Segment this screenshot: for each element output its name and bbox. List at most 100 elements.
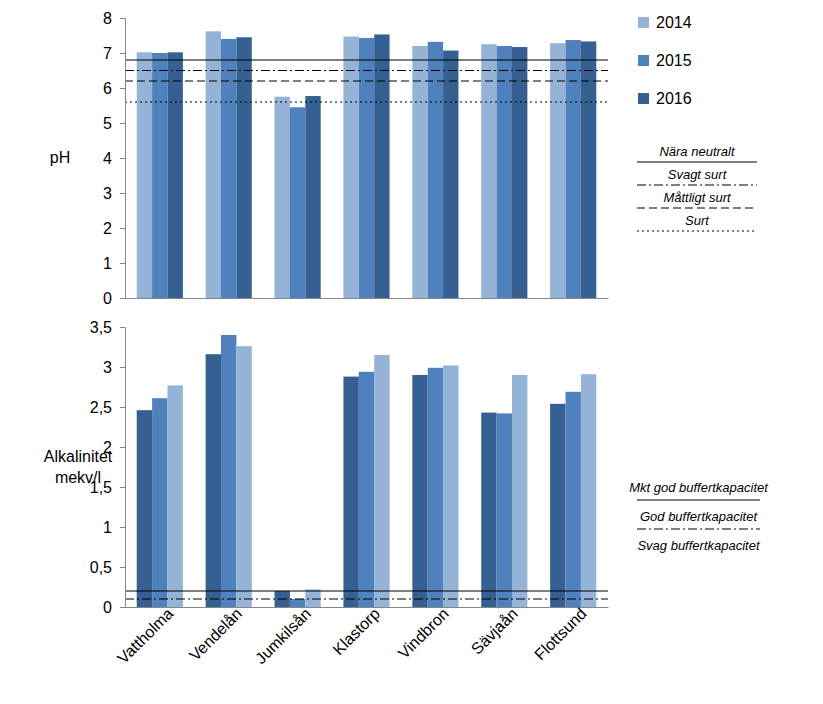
tick: Flottsund [531, 605, 590, 664]
legend-swatch [638, 17, 649, 28]
bar [343, 37, 358, 298]
bar [343, 377, 358, 607]
tick-mark [120, 18, 125, 19]
tick-label: 5 [103, 115, 112, 132]
bar [152, 53, 167, 298]
x-axis [126, 298, 609, 299]
tick-label: 0,5 [90, 559, 112, 576]
bar [137, 52, 152, 298]
chart: 012345678pH201420152016Nära neutraltSvag… [50, 10, 757, 307]
threshold-legend-line [637, 499, 760, 500]
bar [481, 44, 496, 298]
axis-title: mekv/l [55, 469, 101, 486]
tick-label: 3 [103, 185, 112, 202]
threshold-legend: Mkt god buffertkapacitetGod buffertkapac… [629, 480, 769, 553]
tick: 6 [103, 80, 125, 97]
legend: 201420152016 [638, 14, 692, 107]
legend-swatch [638, 93, 649, 104]
x-axis: VattholmaVendelånJumkilsån KlastorpVindbr… [114, 605, 608, 667]
bar [359, 372, 374, 607]
tick-mark [120, 487, 125, 488]
axis-title: Alkalinitet [44, 448, 113, 465]
threshold-legend: Nära neutraltSvagt surtMåttligt surtSurt [637, 144, 757, 231]
legend-label: 2016 [656, 90, 692, 107]
axis-line [120, 19, 126, 299]
bar [512, 375, 527, 607]
bar [221, 335, 236, 607]
tick-mark [120, 527, 125, 528]
tick: 8 [103, 10, 125, 27]
tick-label: Jumkilsån [252, 605, 314, 667]
bar [221, 39, 236, 298]
figure: 012345678pH201420152016Nära neutraltSvag… [0, 0, 823, 704]
threshold-label: Svag buffertkapacitet [637, 538, 761, 553]
tick: Vendelån [186, 605, 245, 664]
tick-label: 0 [103, 290, 112, 307]
bar [443, 365, 458, 607]
threshold-label: Måttligt surt [663, 190, 732, 205]
tick: 2 [103, 220, 125, 237]
tick: 2,5 [90, 399, 125, 416]
tick-mark [120, 407, 125, 408]
bar-series [167, 346, 596, 607]
tick: Sävjaån [468, 605, 521, 658]
tick: 3,5 [90, 319, 125, 336]
legend-label: 2015 [656, 52, 692, 69]
tick-label: 1 [103, 519, 112, 536]
bar-series [152, 335, 581, 607]
bar [566, 40, 581, 298]
bar [305, 589, 320, 607]
bar [443, 51, 458, 298]
axis-title: pH [50, 149, 70, 166]
bar [236, 346, 251, 607]
bar [512, 47, 527, 298]
threshold-label: Mkt god buffertkapacitet [629, 480, 769, 495]
bar [481, 413, 496, 607]
bar [412, 46, 427, 298]
tick-label: 0 [103, 599, 112, 616]
tick-label: 2,5 [90, 399, 112, 416]
tick-mark [120, 447, 125, 448]
tick-label: Vindbron [395, 605, 452, 662]
threshold-line [125, 101, 608, 102]
threshold-legend-line [637, 230, 757, 231]
tick-label: 6 [103, 80, 112, 97]
tick-mark [120, 228, 125, 229]
tick: 4 [103, 150, 125, 167]
tick-label: 8 [103, 10, 112, 27]
threshold-label: Svagt surt [668, 167, 728, 182]
bar [152, 398, 167, 607]
tick: 7 [103, 45, 125, 62]
bar [305, 96, 320, 298]
threshold-label: Nära neutralt [659, 144, 736, 159]
tick-mark [120, 367, 125, 368]
tick-mark [120, 298, 125, 299]
bar [167, 52, 182, 298]
tick-mark [120, 327, 125, 328]
tick-label: 7 [103, 45, 112, 62]
bar [290, 107, 305, 298]
bar-series [152, 38, 581, 298]
bar [581, 41, 596, 298]
threshold-line [125, 80, 608, 81]
threshold-legend-line [637, 528, 760, 529]
tick-label: Sävjaån [468, 605, 521, 658]
tick-label: Klastorp [330, 605, 384, 659]
bar [137, 410, 152, 607]
tick: Vattholma [114, 605, 176, 667]
axis-line [120, 328, 126, 608]
tick: Jumkilsån [252, 605, 314, 667]
tick: Klastorp [330, 605, 384, 659]
tick-mark [120, 193, 125, 194]
tick-mark [120, 263, 125, 264]
tick: 0 [103, 290, 125, 307]
tick-label: 3,5 [90, 319, 112, 336]
tick: 3 [103, 185, 125, 202]
bar [412, 375, 427, 607]
bar [374, 34, 389, 298]
bar [359, 38, 374, 298]
tick-mark [120, 53, 125, 54]
tick-label: 1 [103, 255, 112, 272]
tick: 0,5 [90, 559, 125, 576]
threshold-line [125, 590, 608, 591]
